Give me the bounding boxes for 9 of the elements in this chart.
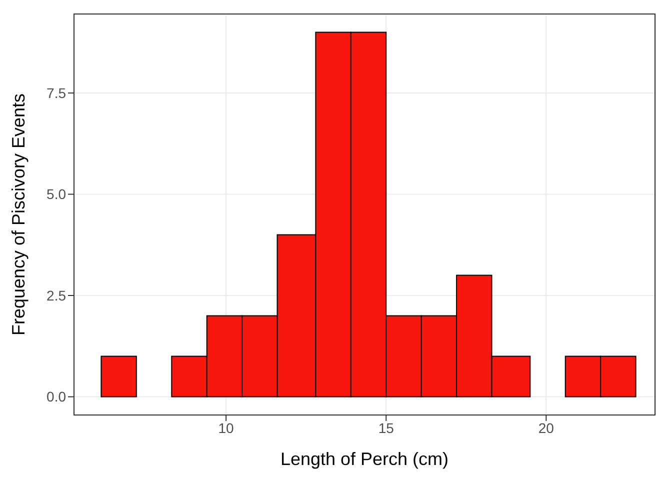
- x-tick-label: 20: [538, 420, 554, 436]
- y-tick-label: 7.5: [46, 84, 66, 101]
- x-tick-label: 15: [378, 420, 394, 436]
- x-axis-title: Length of Perch (cm): [280, 449, 449, 469]
- x-tick-label: 10: [218, 420, 234, 436]
- y-tick-label: 5.0: [46, 186, 66, 202]
- y-axis-title: Frequency of Piscivory Events: [8, 93, 28, 336]
- y-tick-label: 2.5: [46, 287, 66, 304]
- y-tick-label: 0.0: [46, 388, 66, 405]
